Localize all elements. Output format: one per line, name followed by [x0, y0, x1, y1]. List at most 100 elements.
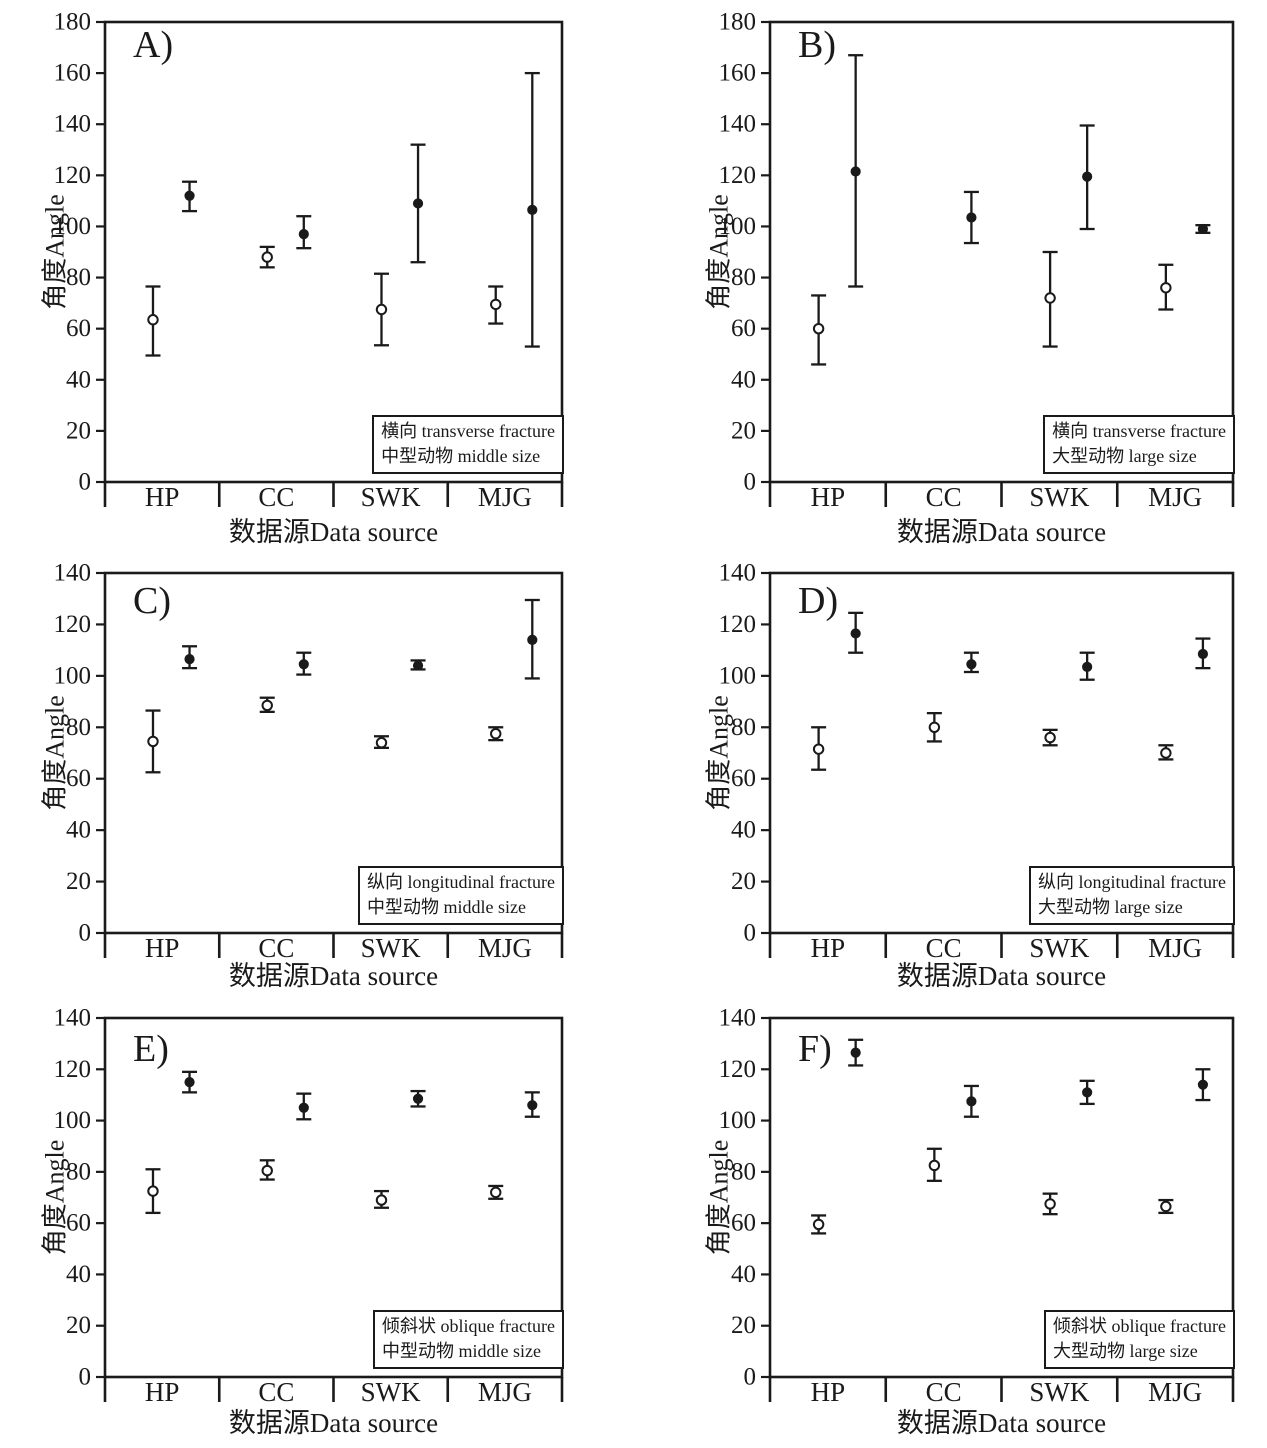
data-point-filled-circle: [412, 660, 424, 671]
y-tick-label: 120: [54, 162, 92, 189]
category-label: SWK: [361, 933, 422, 963]
category-label: HP: [145, 482, 180, 512]
category-label: MJG: [478, 933, 532, 963]
y-tick-label: 100: [719, 662, 757, 689]
data-point-open-circle: [812, 1218, 825, 1231]
data-point-open-circle: [261, 699, 273, 712]
data-point-filled-circle: [1082, 661, 1093, 672]
y-tick-label: 40: [66, 366, 91, 393]
panel-b-chart: 0 20 40 60 80 100 120 140 160 180 HP CC SWK MJG 数据源Dat…: [705, 9, 1235, 547]
y-tick-label: 140: [719, 111, 757, 138]
x-axis-title: 数据源Data source: [229, 517, 438, 547]
y-tick-label: 180: [54, 9, 92, 36]
plot-box: [103, 20, 564, 484]
data-point-open-circle: [1044, 1198, 1056, 1210]
data-point-open-circle: [147, 1185, 159, 1197]
y-tick-label: 120: [54, 1056, 92, 1083]
panel-label: E): [133, 1028, 169, 1070]
y-tick-label: 100: [719, 1107, 757, 1134]
legend-box: 倾斜状 oblique fracture 大型动物 large size: [1044, 1310, 1235, 1369]
y-tick-label: 80: [731, 264, 756, 291]
y-tick-label: 100: [54, 213, 92, 240]
panel-f: 0 20 40 60 80 100 120 140 HP CC SWK MJG 数据源Data sour…: [633, 1005, 1267, 1448]
y-tick-label: 40: [731, 366, 756, 393]
category-label: SWK: [1029, 933, 1090, 963]
data-point-filled-circle: [850, 1047, 861, 1058]
legend-size-class: 中型动物 middle size: [367, 897, 527, 918]
y-axis-title: 角度Angle: [705, 194, 734, 310]
legend-size-class: 大型动物 large size: [1038, 897, 1183, 918]
y-tick-label: 20: [731, 1312, 756, 1339]
x-axis-title: 数据源Data source: [897, 961, 1106, 991]
category-label: SWK: [1029, 482, 1090, 512]
data-point-filled-circle: [1197, 223, 1209, 235]
data-point-open-circle: [1160, 747, 1172, 759]
category-label: HP: [811, 1377, 846, 1407]
data-point-filled-circle: [966, 659, 977, 670]
y-tick-label: 180: [719, 9, 757, 36]
data-point-filled-circle: [184, 654, 195, 665]
data-point-filled-circle: [527, 634, 538, 645]
y-tick-label: 0: [744, 920, 757, 947]
y-tick-label: 40: [66, 1261, 91, 1288]
panel-e-chart: 0 20 40 60 80 100 120 140 HP CC SWK MJG 数据源Data sour…: [41, 1005, 564, 1438]
data-point-open-circle: [490, 728, 502, 740]
category-label: CC: [258, 1377, 294, 1407]
data-point-open-circle: [490, 298, 502, 311]
data-point-open-circle: [147, 314, 159, 326]
y-tick-label: 80: [66, 714, 91, 741]
data-point-filled-circle: [1197, 1079, 1209, 1090]
legend-size-class: 中型动物 middle size: [382, 1341, 542, 1362]
data-point-open-circle: [375, 1194, 388, 1206]
y-axis-title: 角度Angle: [705, 1140, 734, 1256]
panel-c-chart: 0 20 40 60 80 100 120 140 HP CC SWK MJG 数据源Data sour…: [41, 560, 564, 991]
y-tick-label: 20: [731, 868, 756, 895]
panel-a-chart: 0 20 40 60 80 100 120 140 160 180 HP CC SWK MJG 数据源Dat…: [41, 9, 564, 547]
panel-f-chart: 0 20 40 60 80 100 120 140 HP CC SWK MJG 数据源Data sour…: [705, 1005, 1235, 1438]
x-axis-title: 数据源Data source: [229, 1408, 438, 1438]
data-point-filled-circle: [1197, 648, 1209, 660]
y-tick-label: 120: [719, 162, 757, 189]
data-point-open-circle: [928, 721, 941, 733]
data-point-open-circle: [812, 743, 825, 755]
y-tick-label: 0: [744, 1364, 757, 1391]
y-tick-label: 40: [731, 817, 756, 844]
data-point-open-circle: [261, 1164, 273, 1177]
y-tick-label: 120: [719, 1056, 757, 1083]
panel-label: A): [133, 24, 174, 66]
data-point-filled-circle: [850, 166, 861, 177]
x-axis-title: 数据源Data source: [229, 961, 438, 991]
y-tick-label: 140: [719, 1005, 757, 1032]
category-label: CC: [258, 482, 294, 512]
panel-label: C): [133, 580, 171, 622]
data-point-open-circle: [375, 303, 388, 316]
legend-size-class: 中型动物 middle size: [381, 446, 541, 467]
y-axis-title: 角度Angle: [41, 695, 70, 811]
panel-label: F): [798, 1028, 832, 1070]
data-point-filled-circle: [527, 1100, 538, 1111]
y-tick-label: 140: [54, 560, 92, 587]
y-tick-label: 100: [719, 213, 757, 240]
y-tick-label: 160: [719, 60, 757, 87]
category-label: MJG: [1148, 1377, 1202, 1407]
data-point-open-circle: [1044, 292, 1056, 304]
category-label: SWK: [361, 1377, 422, 1407]
legend-fracture-type: 纵向 longitudinal fracture: [1038, 872, 1226, 893]
data-point-filled-circle: [966, 1096, 977, 1107]
y-tick-label: 140: [54, 111, 92, 138]
category-label: CC: [926, 1377, 962, 1407]
category-label: SWK: [361, 482, 422, 512]
legend-fracture-type: 横向 transverse fracture: [381, 421, 555, 442]
legend-box: 横向 transverse fracture 大型动物 large size: [1043, 415, 1235, 474]
y-tick-label: 80: [66, 1158, 91, 1185]
y-tick-label: 60: [66, 315, 91, 342]
y-axis-title: 角度Angle: [705, 695, 734, 811]
y-tick-label: 140: [54, 1005, 92, 1032]
panel-label: B): [798, 24, 836, 66]
legend-box: 纵向 longitudinal fracture 中型动物 middle siz…: [358, 866, 564, 925]
plot-box: [768, 20, 1235, 484]
data-point-open-circle: [375, 737, 388, 749]
y-tick-label: 40: [66, 817, 91, 844]
category-label: MJG: [1148, 933, 1202, 963]
